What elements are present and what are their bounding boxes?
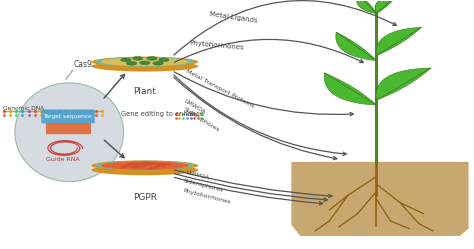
Text: Gene editing to enhance: Gene editing to enhance [121, 111, 204, 117]
Polygon shape [375, 0, 399, 14]
Polygon shape [292, 162, 469, 236]
Ellipse shape [91, 61, 198, 71]
Ellipse shape [101, 161, 189, 170]
Ellipse shape [121, 58, 131, 62]
Ellipse shape [127, 62, 137, 65]
Ellipse shape [95, 57, 194, 67]
Text: Siderophores: Siderophores [182, 106, 220, 132]
Ellipse shape [156, 163, 171, 166]
Ellipse shape [15, 83, 124, 182]
Ellipse shape [153, 163, 165, 168]
Text: Metal Ligands: Metal Ligands [209, 11, 257, 24]
Ellipse shape [142, 161, 157, 165]
Ellipse shape [140, 61, 150, 65]
FancyBboxPatch shape [41, 110, 95, 123]
Ellipse shape [95, 161, 194, 170]
Text: Siderophores: Siderophores [182, 178, 224, 193]
Ellipse shape [120, 164, 132, 169]
Text: Genomic DNA: Genomic DNA [3, 106, 44, 111]
Polygon shape [376, 27, 421, 56]
Text: Phytohormones: Phytohormones [182, 188, 232, 205]
Ellipse shape [147, 166, 161, 170]
Polygon shape [324, 73, 376, 105]
Ellipse shape [137, 163, 152, 166]
Ellipse shape [133, 165, 147, 168]
Ellipse shape [101, 58, 189, 66]
Text: Cas9: Cas9 [74, 60, 93, 69]
Ellipse shape [91, 57, 198, 67]
Polygon shape [356, 0, 376, 14]
Text: Guide RNA: Guide RNA [46, 157, 79, 162]
Ellipse shape [124, 162, 137, 166]
Ellipse shape [147, 57, 157, 60]
Ellipse shape [91, 165, 198, 175]
Text: Phytohormones: Phytohormones [190, 40, 245, 51]
Polygon shape [376, 68, 431, 100]
Text: Metal Transport Proteins: Metal Transport Proteins [185, 69, 255, 109]
Text: LMWOA: LMWOA [185, 170, 210, 181]
Text: Plant: Plant [133, 87, 156, 96]
Polygon shape [336, 32, 376, 61]
Ellipse shape [91, 160, 198, 171]
Text: Target sequence: Target sequence [44, 114, 92, 119]
Ellipse shape [153, 62, 163, 65]
Ellipse shape [133, 57, 143, 60]
Ellipse shape [158, 58, 169, 62]
Text: LMWOA: LMWOA [182, 99, 206, 115]
Ellipse shape [130, 162, 141, 169]
Text: PGPR: PGPR [133, 193, 157, 202]
